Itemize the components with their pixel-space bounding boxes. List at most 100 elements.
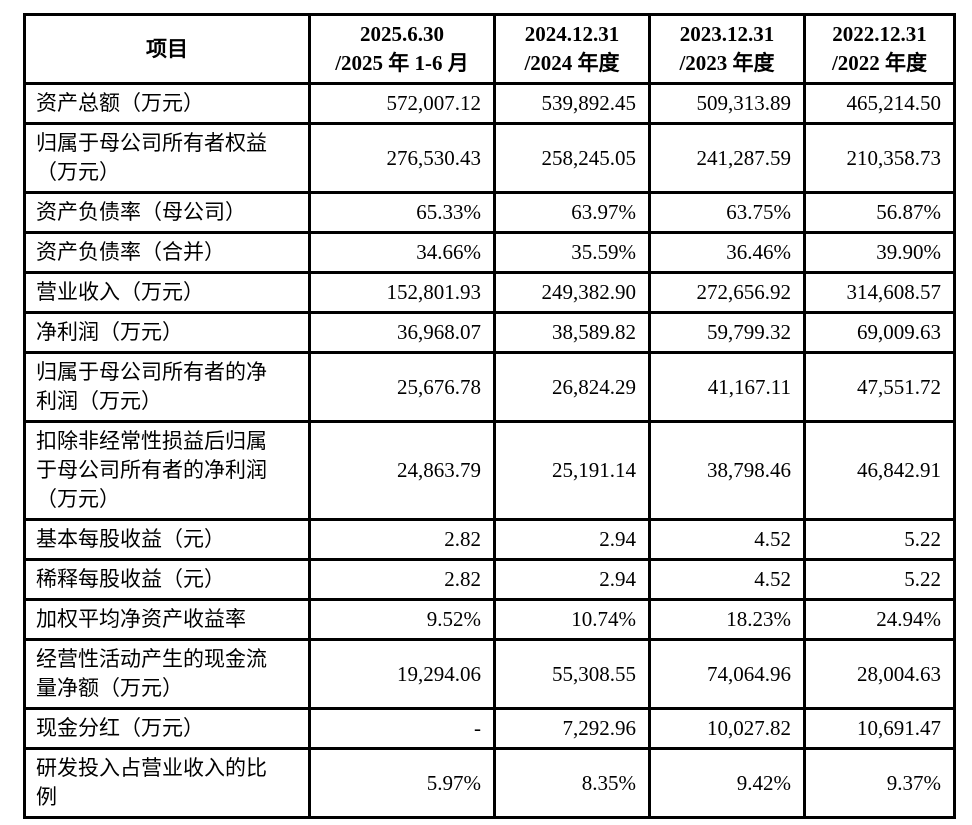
table-row: 归属于母公司所有者权益（万元） 276,530.43 258,245.05 241,2…	[23, 122, 956, 194]
cell-value: 152,801.93	[308, 271, 496, 314]
financial-summary-table: 项目 2025.6.30 /2025 年 1-6 月 2024.12.31 /2…	[23, 13, 956, 819]
cell-value: 56.87%	[803, 191, 956, 234]
cell-value: -	[308, 707, 496, 750]
table-row: 稀释每股收益（元） 2.82 2.94 4.52 5.22	[23, 558, 956, 601]
cell-value: 46,842.91	[803, 420, 956, 521]
cell-value: 74,064.96	[648, 638, 806, 710]
cell-value: 4.52	[648, 518, 806, 561]
table-row: 加权平均净资产收益率 9.52% 10.74% 18.23% 24.94%	[23, 598, 956, 641]
cell-value: 9.52%	[308, 598, 496, 641]
cell-value: 9.42%	[648, 747, 806, 819]
cell-value: 5.22	[803, 518, 956, 561]
period-date-line: 2023.12.31	[679, 22, 775, 46]
period-date-line: 2024.12.31	[524, 22, 620, 46]
table-row: 扣除非经常性损益后归属于母公司所有者的净利润（万元） 24,863.79 25,19…	[23, 420, 956, 521]
cell-value: 9.37%	[803, 747, 956, 819]
table-row: 营业收入（万元） 152,801.93 249,382.90 272,656.92 31…	[23, 271, 956, 314]
period-range-line: /2024 年度	[524, 51, 620, 75]
cell-value: 5.97%	[308, 747, 496, 819]
cell-value: 2.94	[493, 518, 651, 561]
row-label: 资产总额（万元）	[23, 82, 311, 125]
period-date-line: 2022.12.31	[832, 22, 927, 46]
row-label: 基本每股收益（元）	[23, 518, 311, 561]
row-label: 资产负债率（母公司）	[23, 191, 311, 234]
cell-value: 65.33%	[308, 191, 496, 234]
cell-value: 35.59%	[493, 231, 651, 274]
cell-value: 25,676.78	[308, 351, 496, 423]
table-row: 资产负债率（母公司） 65.33% 63.97% 63.75% 56.87%	[23, 191, 956, 234]
cell-value: 276,530.43	[308, 122, 496, 194]
row-label: 归属于母公司所有者的净利润（万元）	[23, 351, 311, 423]
period-date-line: 2025.6.30	[360, 22, 444, 46]
table-row: 现金分红（万元） -7,292.96 10,027.82 10,691.47	[23, 707, 956, 750]
cell-value: 10,027.82	[648, 707, 806, 750]
cell-value: 55,308.55	[493, 638, 651, 710]
cell-value: 2.82	[308, 558, 496, 601]
column-header-period-2024: 2024.12.31 /2024 年度	[493, 13, 651, 85]
cell-value: 18.23%	[648, 598, 806, 641]
table-row: 基本每股收益（元） 2.82 2.94 4.52 5.22	[23, 518, 956, 561]
cell-value: 10,691.47	[803, 707, 956, 750]
table-row: 研发投入占营业收入的比例 5.97% 8.35% 9.42% 9.37%	[23, 747, 956, 819]
cell-value: 63.97%	[493, 191, 651, 234]
cell-value: 249,382.90	[493, 271, 651, 314]
cell-value: 4.52	[648, 558, 806, 601]
cell-value: 465,214.50	[803, 82, 956, 125]
table-body: 资产总额（万元） 572,007.12 539,892.45 509,313.89 46…	[23, 82, 956, 819]
cell-value: 210,358.73	[803, 122, 956, 194]
period-range-line: /2022 年度	[831, 51, 928, 75]
row-label: 稀释每股收益（元）	[23, 558, 311, 601]
table-row: 归属于母公司所有者的净利润（万元） 25,676.78 26,824.29 41,16…	[23, 351, 956, 423]
cell-value: 272,656.92	[648, 271, 806, 314]
cell-value: 5.22	[803, 558, 956, 601]
cell-value: 47,551.72	[803, 351, 956, 423]
period-range-line: /2025 年 1-6 月	[335, 51, 469, 75]
cell-value: 26,824.29	[493, 351, 651, 423]
column-header-period-2025: 2025.6.30 /2025 年 1-6 月	[308, 13, 496, 85]
cell-value: 34.66%	[308, 231, 496, 274]
cell-value: 38,589.82	[493, 311, 651, 354]
cell-value: 7,292.96	[493, 707, 651, 750]
cell-value: 36.46%	[648, 231, 806, 274]
cell-value: 19,294.06	[308, 638, 496, 710]
column-header-item: 项目	[23, 13, 311, 85]
cell-value: 10.74%	[493, 598, 651, 641]
table-row: 资产负债率（合并） 34.66% 35.59% 36.46% 39.90%	[23, 231, 956, 274]
row-label: 经营性活动产生的现金流量净额（万元）	[23, 638, 311, 710]
cell-value: 39.90%	[803, 231, 956, 274]
row-label: 扣除非经常性损益后归属于母公司所有者的净利润（万元）	[23, 420, 311, 521]
table-row: 经营性活动产生的现金流量净额（万元） 19,294.06 55,308.55 74,0…	[23, 638, 956, 710]
cell-value: 2.82	[308, 518, 496, 561]
row-label: 营业收入（万元）	[23, 271, 311, 314]
column-header-period-2022: 2022.12.31 /2022 年度	[803, 13, 956, 85]
cell-value: 24.94%	[803, 598, 956, 641]
period-range-line: /2023 年度	[679, 51, 775, 75]
cell-value: 69,009.63	[803, 311, 956, 354]
cell-value: 2.94	[493, 558, 651, 601]
row-label: 研发投入占营业收入的比例	[23, 747, 311, 819]
cell-value: 572,007.12	[308, 82, 496, 125]
row-label: 现金分红（万元）	[23, 707, 311, 750]
column-header-period-2023: 2023.12.31 /2023 年度	[648, 13, 806, 85]
row-label: 资产负债率（合并）	[23, 231, 311, 274]
cell-value: 258,245.05	[493, 122, 651, 194]
cell-value: 539,892.45	[493, 82, 651, 125]
cell-value: 241,287.59	[648, 122, 806, 194]
header-row: 项目 2025.6.30 /2025 年 1-6 月 2024.12.31 /2…	[23, 13, 956, 85]
cell-value: 36,968.07	[308, 311, 496, 354]
cell-value: 38,798.46	[648, 420, 806, 521]
cell-value: 8.35%	[493, 747, 651, 819]
cell-value: 509,313.89	[648, 82, 806, 125]
table-row: 资产总额（万元） 572,007.12 539,892.45 509,313.89 46…	[23, 82, 956, 125]
cell-value: 28,004.63	[803, 638, 956, 710]
table-row: 净利润（万元） 36,968.07 38,589.82 59,799.32 69,009…	[23, 311, 956, 354]
cell-value: 314,608.57	[803, 271, 956, 314]
cell-value: 41,167.11	[648, 351, 806, 423]
row-label: 加权平均净资产收益率	[23, 598, 311, 641]
cell-value: 24,863.79	[308, 420, 496, 521]
cell-value: 63.75%	[648, 191, 806, 234]
cell-value: 59,799.32	[648, 311, 806, 354]
cell-value: 25,191.14	[493, 420, 651, 521]
table-header: 项目 2025.6.30 /2025 年 1-6 月 2024.12.31 /2…	[23, 13, 956, 85]
